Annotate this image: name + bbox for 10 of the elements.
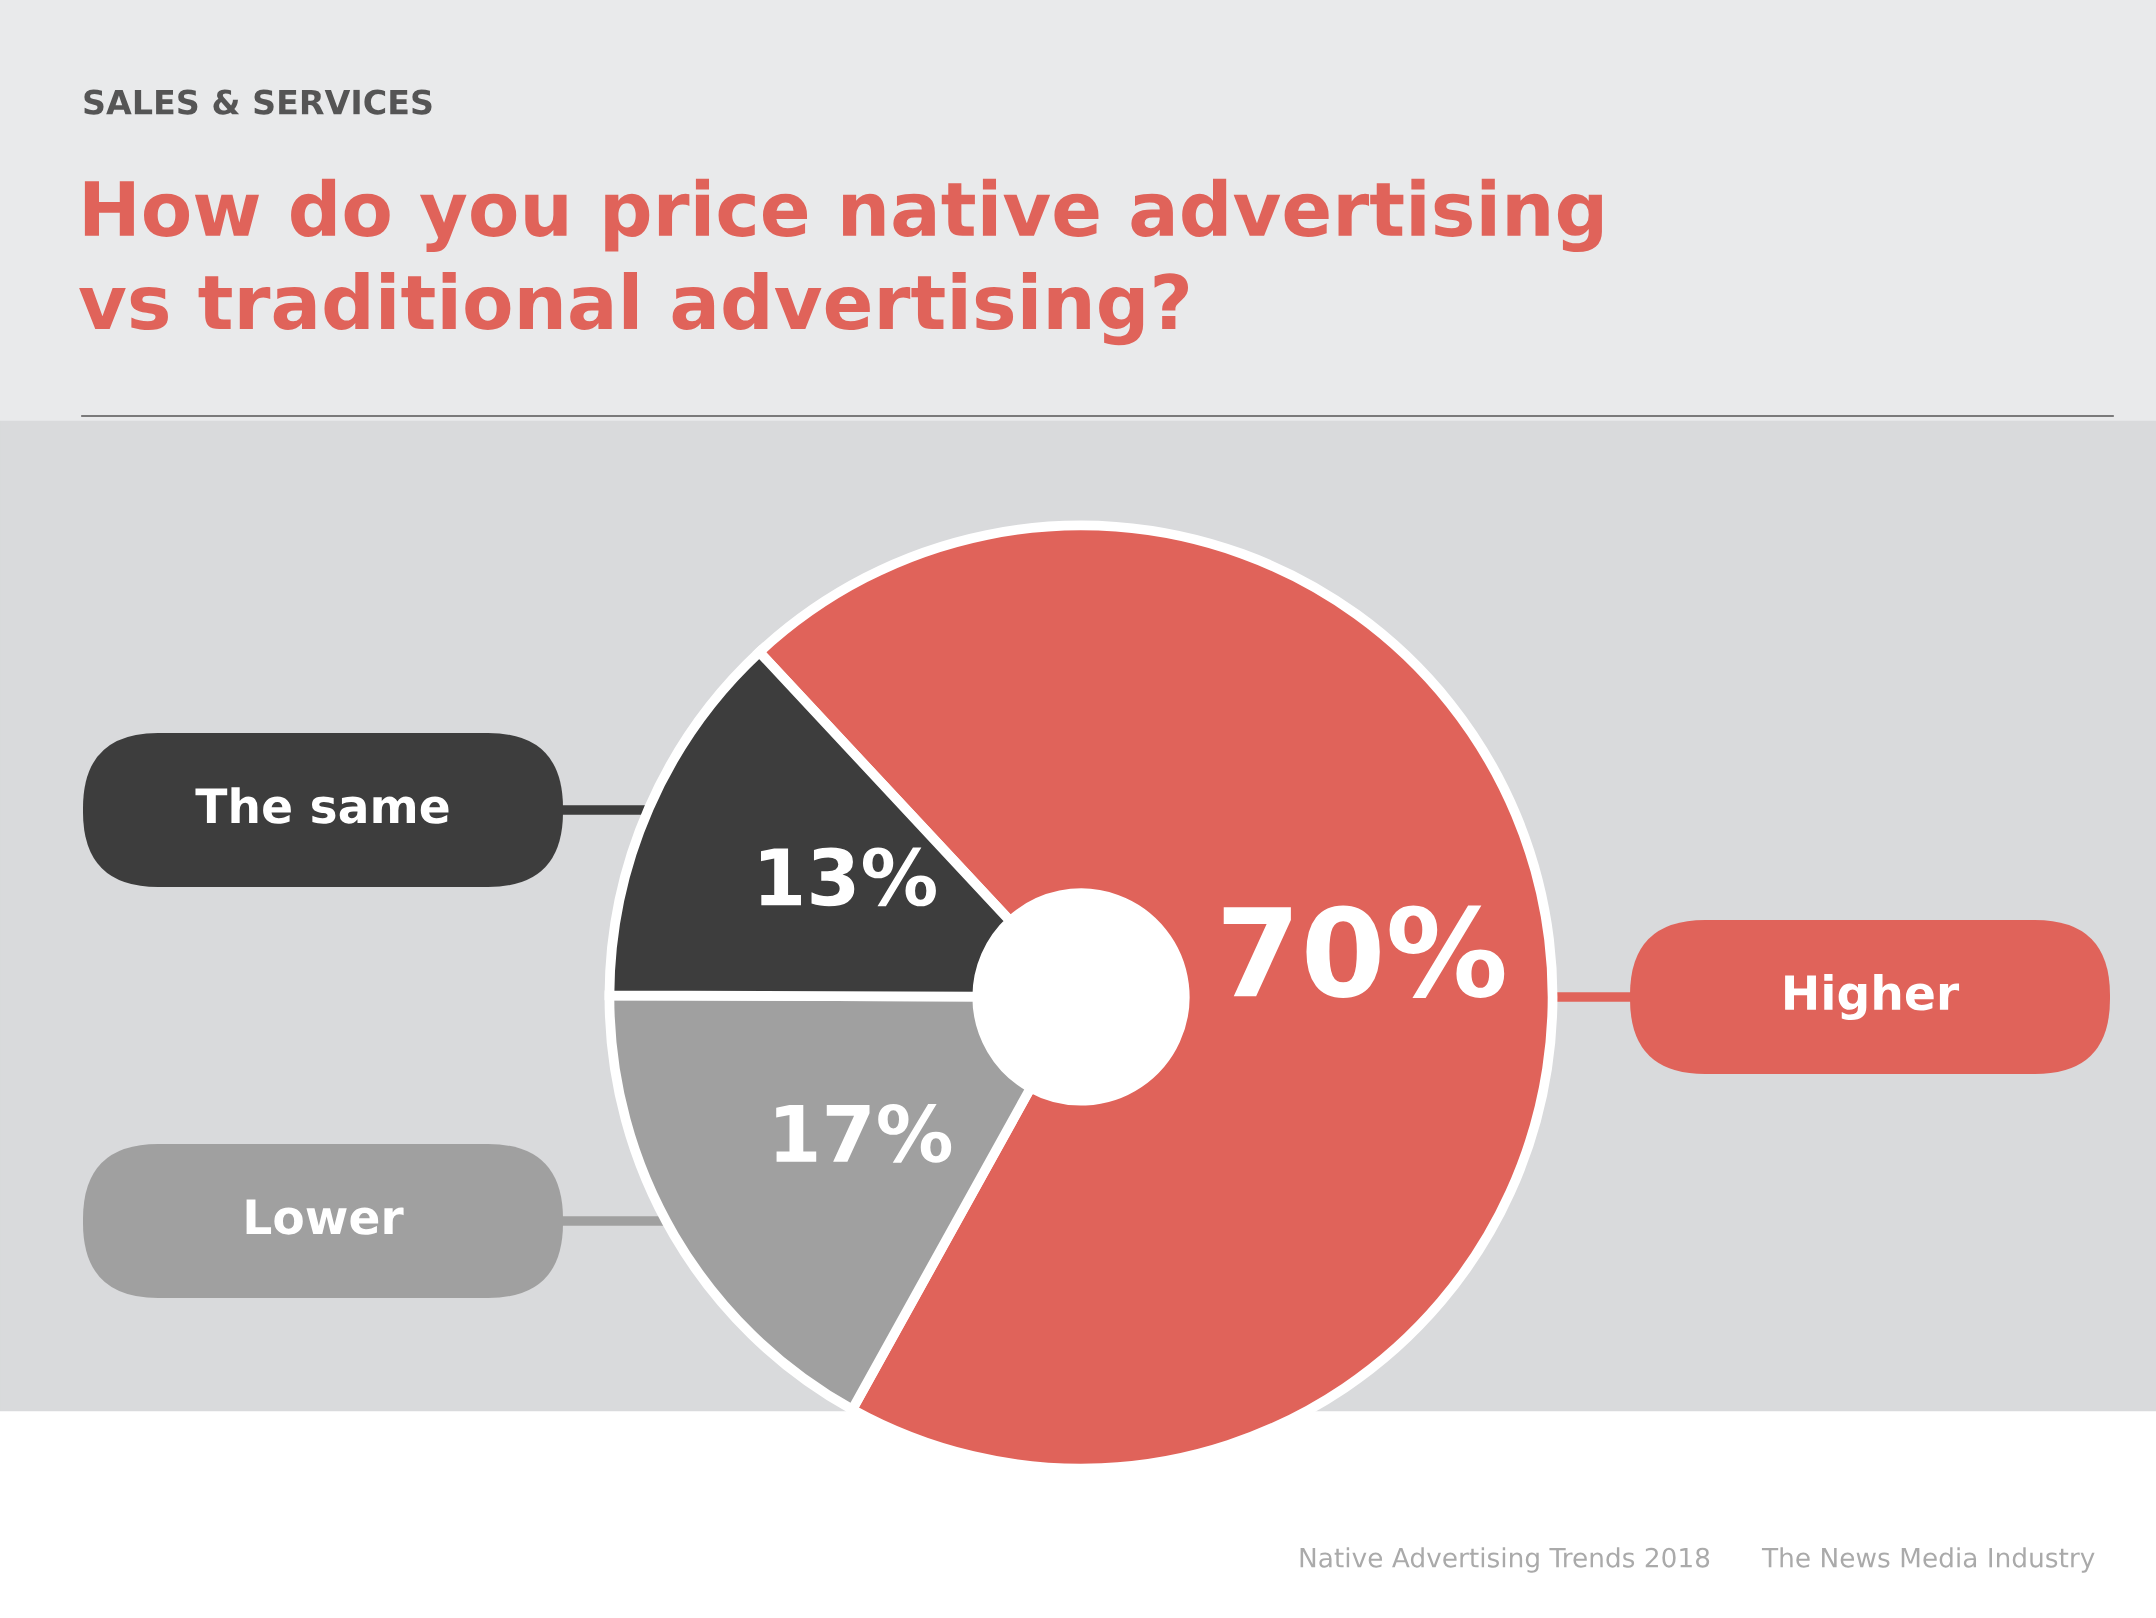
chart-subtitle: SALES & SERVICES — [84, 89, 432, 115]
chart-title: How do you price native advertising vs traditional advertising? — [79, 178, 1602, 346]
data-label: 13% — [760, 847, 936, 907]
text: The News Media Industry — [1761, 1547, 2095, 1573]
slice-label: Higher — [1785, 973, 1960, 1021]
legend-label: The same — [195, 787, 449, 824]
data-label: 17% — [776, 1103, 952, 1163]
text: Native Advertising Trends 2018 — [1300, 1547, 1710, 1573]
data-label: 70% — [1223, 905, 1505, 998]
slice-label: Lower — [246, 1199, 404, 1235]
